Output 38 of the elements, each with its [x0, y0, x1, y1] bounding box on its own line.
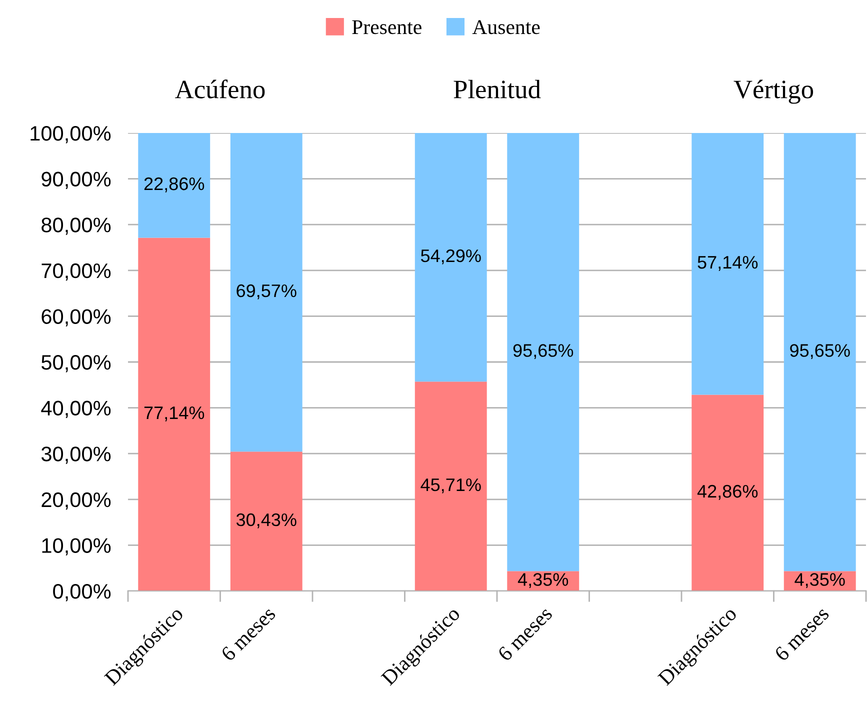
- bar: [138, 133, 210, 238]
- data-label: 30,43%: [236, 513, 296, 528]
- bar: [414, 133, 487, 382]
- data-label: 4,35%: [518, 573, 568, 588]
- y-tick-label: 60,00%: [42, 309, 111, 326]
- legend-label: Presente: [352, 20, 422, 34]
- bar: [692, 133, 764, 395]
- data-label: 42,86%: [697, 484, 758, 500]
- y-tick-label: 70,00%: [42, 263, 111, 281]
- data-label: 77,14%: [144, 406, 204, 422]
- y-tick-label: 80,00%: [42, 218, 111, 235]
- y-tick-label: 100,00%: [30, 126, 111, 144]
- data-label: 54,29%: [420, 249, 481, 264]
- bar: [138, 238, 210, 591]
- data-label: 45,71%: [420, 478, 481, 494]
- data-label: 69,57%: [236, 284, 296, 300]
- y-tick-label: 10,00%: [42, 538, 111, 556]
- y-tick-label: 40,00%: [41, 400, 111, 418]
- data-label: 57,14%: [698, 256, 758, 271]
- data-label: 22,86%: [144, 177, 204, 192]
- text: Acúfeno: [175, 80, 265, 98]
- data-label: 95,65%: [790, 344, 850, 360]
- bar: [414, 382, 487, 591]
- text: Vértigo: [734, 80, 814, 104]
- y-tick-label: 50,00%: [42, 355, 111, 372]
- y-tick-label: 30,00%: [41, 446, 111, 464]
- bar: [230, 133, 302, 452]
- bar: [507, 133, 580, 572]
- bar: [784, 133, 856, 572]
- bar: [692, 394, 764, 591]
- y-tick-label: 0,00%: [53, 584, 111, 602]
- text: Plenitud: [454, 80, 541, 98]
- legend-label: Ausente: [472, 20, 540, 34]
- data-label: 4,35%: [794, 573, 845, 588]
- data-label: 95,65%: [513, 344, 574, 360]
- bar: [230, 452, 302, 591]
- y-tick-label: 20,00%: [42, 492, 111, 510]
- y-tick-label: 90,00%: [42, 172, 111, 190]
